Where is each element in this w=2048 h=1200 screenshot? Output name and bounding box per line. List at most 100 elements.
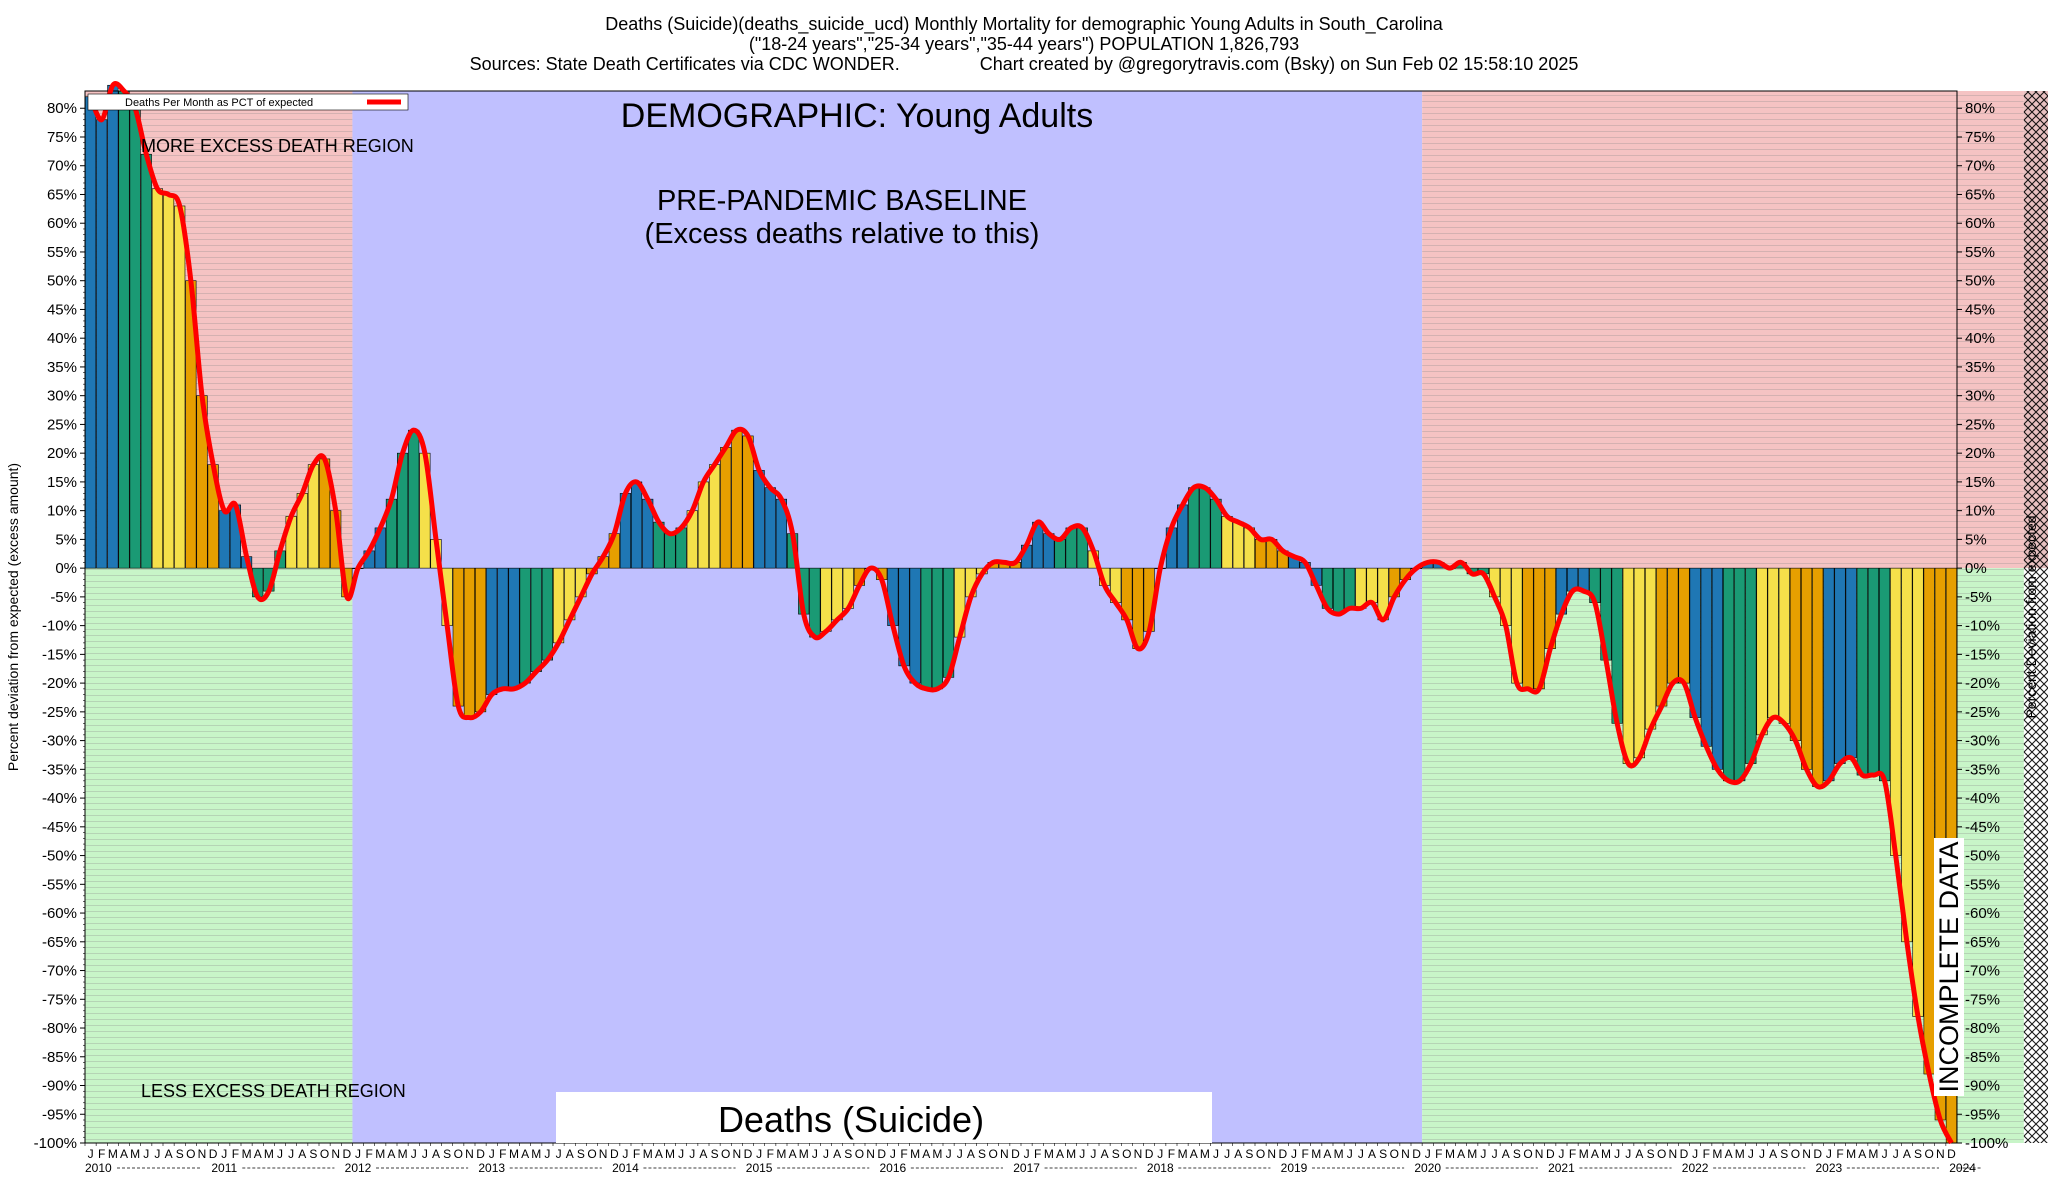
month-tick-label: N — [1669, 1147, 1678, 1161]
month-tick-label: M — [1334, 1147, 1344, 1161]
ytick-label-left: -75% — [42, 991, 77, 1008]
bar — [1232, 521, 1244, 569]
ytick-label-right: -10% — [1965, 618, 2000, 635]
ytick-label-right: -70% — [1965, 963, 2000, 980]
annotation-more-excess: MORE EXCESS DEATH REGION — [141, 136, 414, 156]
bar — [1834, 567, 1846, 764]
chart-sources: Sources: State Death Certificates via CD… — [469, 54, 1579, 74]
month-tick-label: S — [309, 1147, 317, 1161]
bar — [1678, 567, 1690, 684]
month-tick-label: S — [844, 1147, 852, 1161]
bar — [1255, 539, 1267, 569]
month-tick-label: N — [866, 1147, 875, 1161]
annotation-less-excess: LESS EXCESS DEATH REGION — [141, 1081, 406, 1101]
ytick-label-right: 70% — [1965, 158, 1995, 175]
month-tick-label: M — [398, 1147, 408, 1161]
bar — [909, 567, 921, 684]
month-tick-label: S — [1245, 1147, 1253, 1161]
ytick-label-left: 60% — [47, 215, 77, 232]
chart-title: Deaths (Suicide)(deaths_suicide_ucd) Mon… — [605, 14, 1443, 34]
ytick-label-left: -45% — [42, 819, 77, 836]
bar — [1221, 516, 1233, 569]
month-tick-label: J — [1826, 1147, 1832, 1161]
month-tick-label: O — [1791, 1147, 1800, 1161]
legend-label: Deaths Per Month as PCT of expected — [125, 97, 313, 109]
ytick-label-left: -35% — [42, 761, 77, 778]
month-tick-label: J — [890, 1147, 896, 1161]
month-tick-label: N — [1134, 1147, 1143, 1161]
ytick-label-left: 55% — [47, 244, 77, 261]
month-tick-label: J — [288, 1147, 294, 1161]
bar — [1344, 567, 1356, 609]
bar — [1622, 567, 1634, 764]
month-tick-label: A — [1903, 1147, 1911, 1161]
bar — [140, 153, 152, 569]
month-tick-label: M — [264, 1147, 274, 1161]
ytick-label-right: 65% — [1965, 186, 1995, 203]
month-tick-label: A — [1635, 1147, 1643, 1161]
bar — [1656, 567, 1668, 707]
bar — [408, 429, 420, 569]
month-tick-label: J — [422, 1147, 428, 1161]
month-tick-label: J — [88, 1147, 94, 1161]
bar — [1789, 567, 1801, 741]
month-tick-label: S — [1780, 1147, 1788, 1161]
month-tick-label: J — [1213, 1147, 1219, 1161]
bar — [708, 464, 721, 569]
month-tick-label: A — [655, 1147, 663, 1161]
month-tick-label: S — [443, 1147, 451, 1161]
ytick-label-left: 75% — [47, 129, 77, 146]
bar — [920, 567, 932, 690]
ytick-label-right: 5% — [1965, 531, 1987, 548]
month-tick-label: A — [1858, 1147, 1866, 1161]
bar — [174, 205, 186, 569]
year-tick-label: 2011 — [211, 1161, 237, 1175]
month-tick-label: A — [1591, 1147, 1599, 1161]
year-tick-label: 2018 — [1147, 1161, 1174, 1175]
month-tick-label: J — [1748, 1147, 1754, 1161]
month-tick-label: F — [1836, 1147, 1843, 1161]
bar — [1366, 567, 1378, 603]
bar — [96, 119, 108, 569]
month-tick-label: M — [799, 1147, 809, 1161]
month-tick-label: S — [176, 1147, 184, 1161]
month-tick-label: J — [1079, 1147, 1085, 1161]
ytick-label-left: 45% — [47, 301, 77, 318]
month-tick-label: M — [932, 1147, 942, 1161]
month-tick-label: D — [1546, 1147, 1555, 1161]
year-tick-label: 2015 — [746, 1161, 773, 1175]
month-tick-label: A — [1368, 1147, 1376, 1161]
month-tick-label: F — [365, 1147, 372, 1161]
month-tick-label: J — [489, 1147, 495, 1161]
ytick-label-right: -90% — [1965, 1078, 2000, 1095]
month-tick-label: A — [1502, 1147, 1510, 1161]
y-axis-title-right: Percent Deviation from expected — [2023, 515, 2039, 718]
bar — [1522, 567, 1534, 690]
bar — [519, 567, 531, 684]
bar — [1767, 567, 1779, 718]
annotation-baseline-1: PRE-PANDEMIC BASELINE — [657, 185, 1027, 217]
month-tick-label: O — [1924, 1147, 1933, 1161]
bar — [1923, 567, 1935, 1075]
month-tick-label: J — [756, 1147, 762, 1161]
cause-box — [556, 1092, 1212, 1143]
ytick-label-left: -30% — [42, 733, 77, 750]
month-tick-label: A — [789, 1147, 797, 1161]
month-tick-label: A — [1725, 1147, 1733, 1161]
month-tick-label: N — [1401, 1147, 1410, 1161]
bar — [630, 481, 643, 569]
bar — [1711, 567, 1723, 770]
bar — [541, 567, 554, 661]
ytick-label-right: 55% — [1965, 244, 1995, 261]
month-tick-label: A — [521, 1147, 529, 1161]
month-tick-label: S — [1914, 1147, 1922, 1161]
annotation-demographic: DEMOGRAPHIC: Young Adults — [621, 97, 1093, 135]
month-tick-label: F — [1703, 1147, 1710, 1161]
year-tick-label: 2019 — [1281, 1161, 1308, 1175]
month-tick-label: S — [1513, 1147, 1521, 1161]
bar — [731, 429, 743, 569]
month-tick-label: D — [744, 1147, 753, 1161]
incomplete-data-hatch — [2023, 91, 2048, 1143]
month-tick-label: O — [186, 1147, 195, 1161]
month-tick-label: M — [242, 1147, 252, 1161]
